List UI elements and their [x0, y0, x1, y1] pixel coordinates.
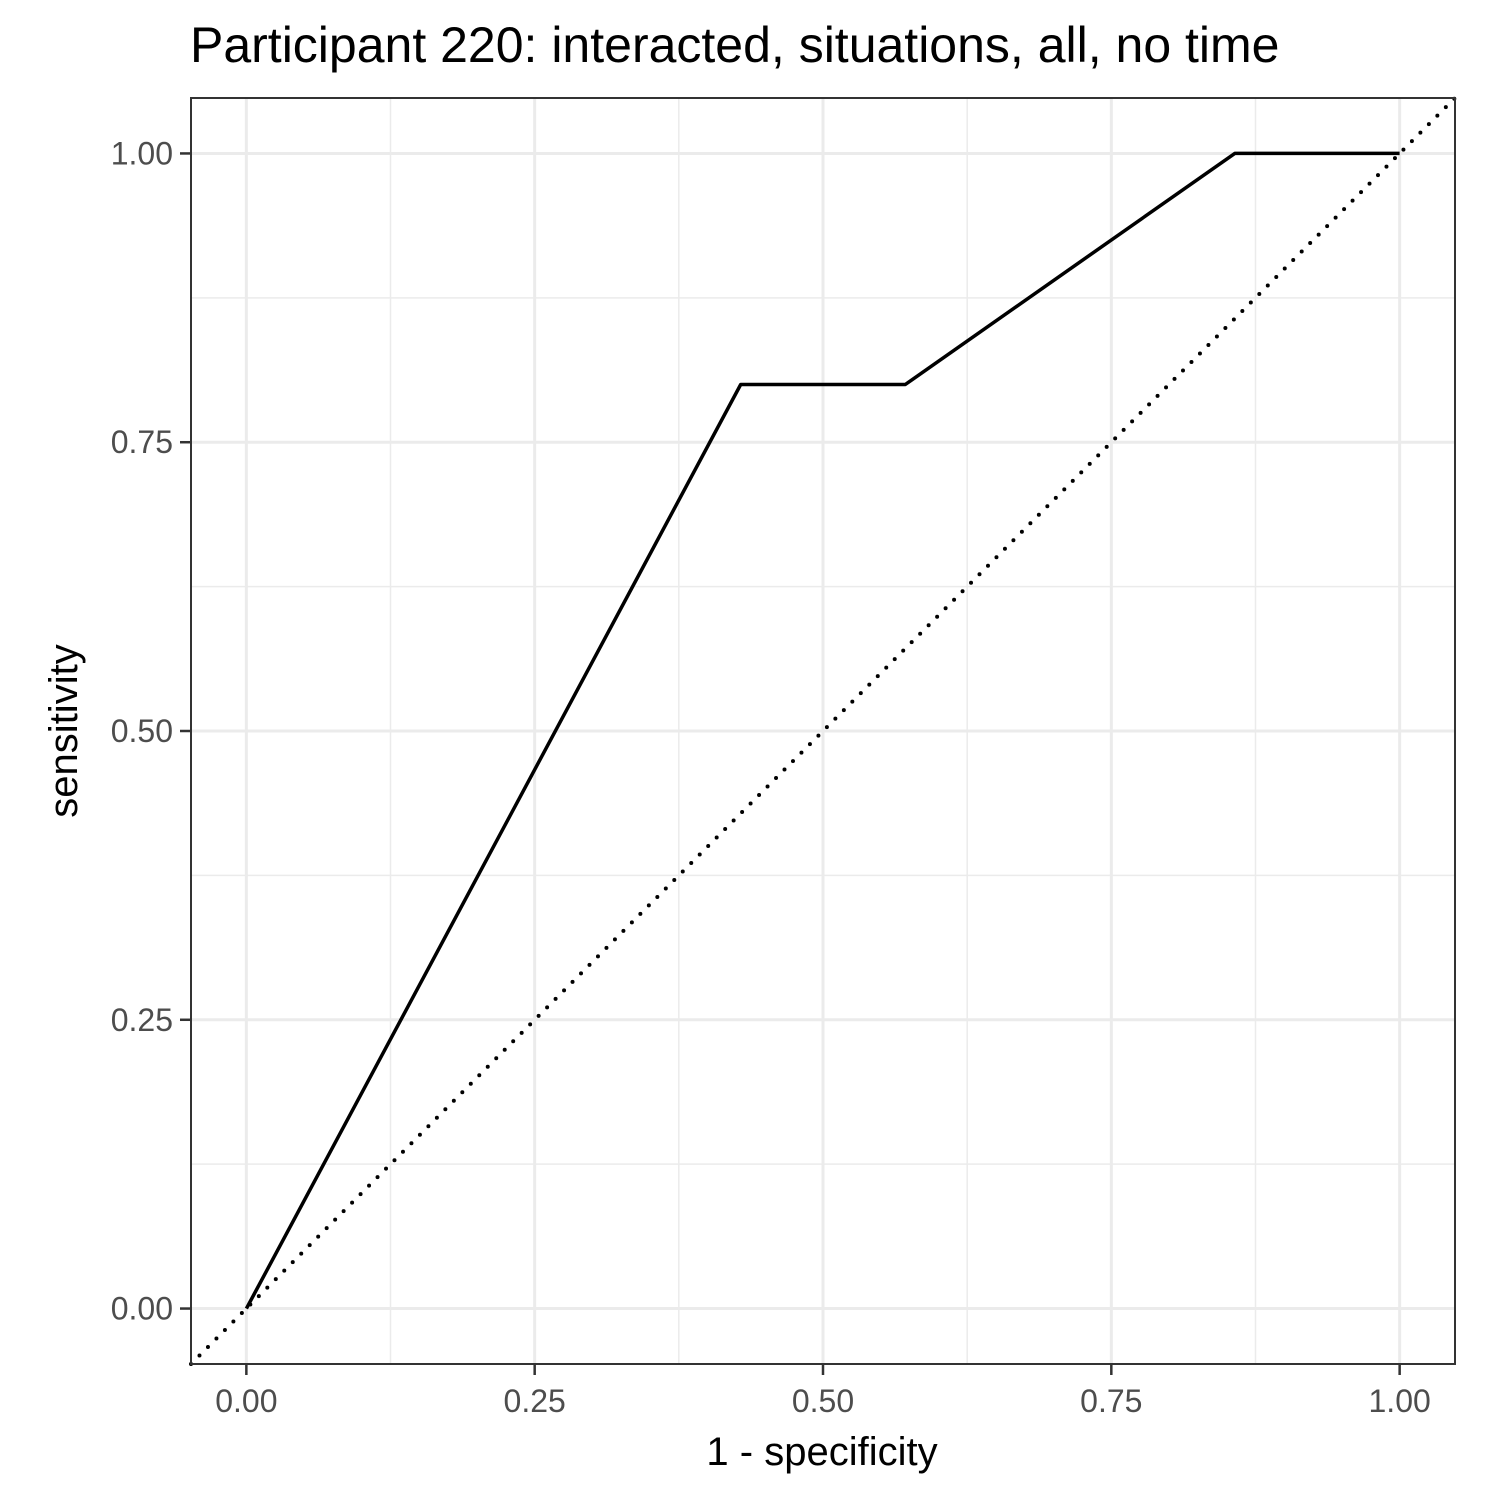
grid	[191, 98, 1455, 1364]
x-axis-title: 1 - specificity	[706, 1430, 937, 1474]
roc-curve-line	[244, 151, 1400, 1310]
chart-title: Participant 220: interacted, situations,…	[190, 17, 1279, 73]
y-tick-label: 0.25	[111, 1002, 173, 1038]
x-tick-label: 0.00	[215, 1383, 277, 1419]
y-axis-title: sensitivity	[42, 644, 86, 817]
y-tick-label: 0.00	[111, 1291, 173, 1327]
x-tick-label: 0.50	[792, 1383, 854, 1419]
chance-diagonal-line	[189, 96, 1457, 1366]
y-tick-label: 1.00	[111, 135, 173, 171]
x-tick-label: 0.75	[1080, 1383, 1142, 1419]
axes: 0.00 0.25 0.50 0.75 1.00 0.00 0.25 0.50 0.75 1.00	[111, 135, 1431, 1419]
x-tick-label: 1.00	[1369, 1383, 1431, 1419]
x-tick-label: 0.25	[504, 1383, 566, 1419]
plot-series	[189, 96, 1457, 1366]
y-tick-label: 0.75	[111, 424, 173, 460]
y-tick-label: 0.50	[111, 713, 173, 749]
